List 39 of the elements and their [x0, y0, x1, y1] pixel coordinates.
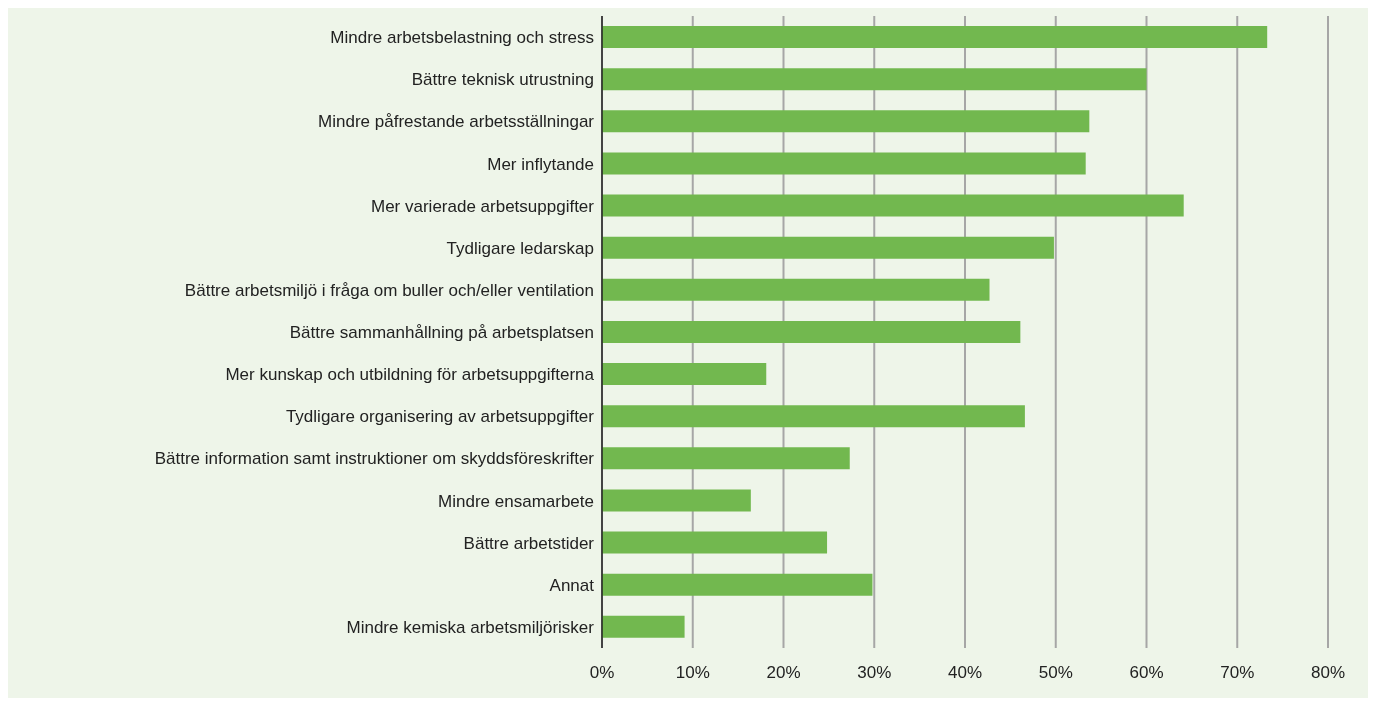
bar — [602, 405, 1025, 428]
x-tick-label: 50% — [1038, 663, 1073, 683]
bar — [602, 363, 767, 386]
y-tick-label: Mindre arbetsbelastning och stress — [330, 28, 594, 48]
y-tick-label: Mindre ensamarbete — [438, 491, 594, 511]
y-tick-label: Mer kunskap och utbildning för arbetsuppgifterna — [225, 365, 595, 385]
y-tick-label: Annat — [549, 575, 595, 595]
bar — [602, 278, 990, 301]
bar — [602, 447, 850, 470]
bar — [602, 152, 1086, 175]
bar — [602, 110, 1090, 133]
x-tick-label: 40% — [947, 663, 983, 683]
x-tick-label: 60% — [1129, 663, 1164, 683]
y-tick-label: Mindre påfrestande arbetsställningar — [318, 112, 595, 132]
x-tick-label: 30% — [857, 663, 892, 683]
bar — [602, 573, 873, 596]
bar — [602, 615, 685, 638]
y-tick-label: Bättre arbetsmiljö i fråga om buller och/eller ventilation — [184, 280, 594, 300]
y-tick-label: Bättre arbetstider — [463, 533, 595, 553]
y-tick-label: Mindre kemiska arbetsmiljörisker — [346, 617, 595, 637]
y-tick-label: Bättre information samt instruktioner om skyddsföreskrifter — [154, 449, 595, 469]
y-tick-label: Tydligare organisering av arbetsuppgifter — [285, 407, 595, 427]
y-tick-label: Mer varierade arbetsuppgifter — [370, 196, 595, 216]
bar — [602, 194, 1184, 217]
x-tick-label: 0% — [589, 663, 615, 683]
bar — [602, 489, 751, 512]
y-tick-label: Bättre teknisk utrustning — [411, 70, 594, 90]
bar — [602, 68, 1147, 91]
x-tick-label: 10% — [675, 663, 710, 683]
x-tick-label: 20% — [766, 663, 801, 683]
y-tick-label: Bättre sammanhållning på arbetsplatsen — [289, 323, 594, 343]
bar — [602, 26, 1268, 48]
x-tick-label: 70% — [1220, 663, 1255, 683]
bar — [602, 236, 1054, 259]
y-tick-label: Mer inflytande — [487, 154, 594, 174]
bar — [602, 320, 1021, 343]
bar — [602, 531, 828, 554]
y-tick-label: Tydligare ledarskap — [446, 238, 594, 258]
x-tick-label: 80% — [1310, 663, 1346, 683]
